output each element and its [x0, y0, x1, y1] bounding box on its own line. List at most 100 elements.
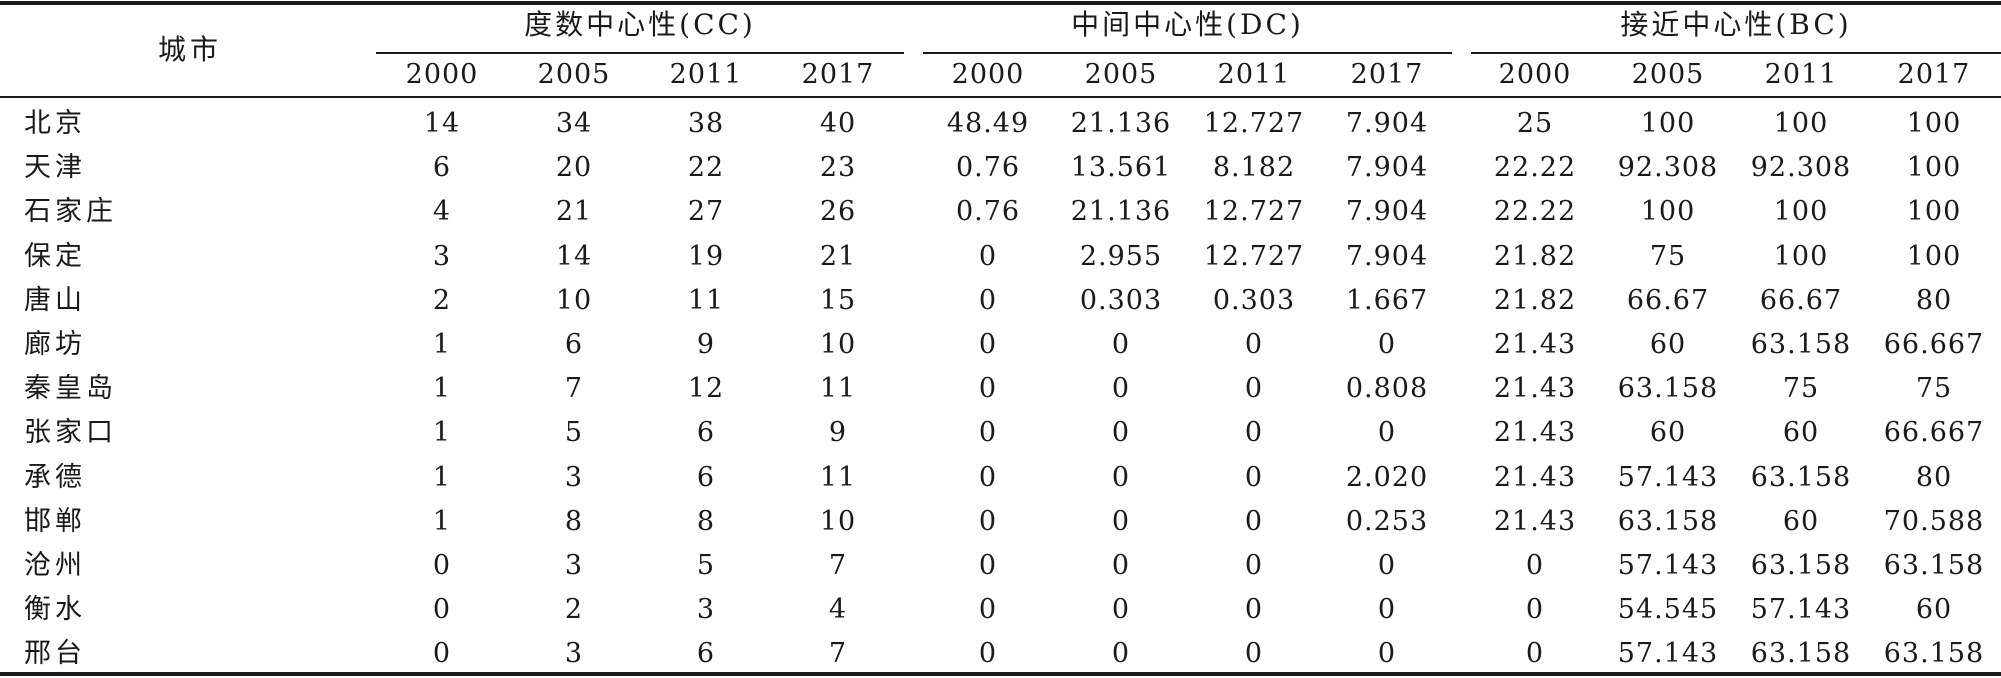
table-cell: 21.43: [1493, 329, 1577, 360]
table-cell: 1: [432, 329, 452, 360]
year-header: 2000: [1498, 59, 1572, 90]
row-city: 廊坊: [24, 329, 86, 360]
table-cell: 7.904: [1345, 152, 1429, 183]
table-cell: 40: [819, 108, 857, 139]
table-cell: 14: [423, 108, 461, 139]
table-cell: 0: [978, 241, 998, 272]
group-header-dc: 中间中心性(DC): [1071, 8, 1304, 41]
table-cell: 60: [1782, 506, 1820, 537]
table-cell: 10: [819, 506, 857, 537]
table-cell: 0: [978, 638, 998, 669]
table-cell: 8: [564, 506, 584, 537]
table-cell: 66.67: [1626, 285, 1710, 316]
table-cell: 2.020: [1345, 462, 1429, 493]
table-cell: 0.808: [1345, 373, 1429, 404]
table-cell: 75: [1782, 373, 1820, 404]
table-cell: 5: [564, 417, 584, 448]
table-cell: 0.253: [1345, 506, 1429, 537]
table-cell: 11: [819, 462, 857, 493]
table-cell: 2: [564, 594, 584, 625]
table-cell: 66.67: [1759, 285, 1843, 316]
table-cell: 70.588: [1883, 506, 1985, 537]
table-cell: 57.143: [1617, 638, 1719, 669]
table-cell: 7: [564, 373, 584, 404]
table-cell: 0: [1377, 417, 1397, 448]
table-cell: 63.158: [1750, 638, 1852, 669]
table-cell: 21.43: [1493, 506, 1577, 537]
table-cell: 92.308: [1617, 152, 1719, 183]
table-cell: 63.158: [1883, 638, 1985, 669]
table-cell: 2: [432, 285, 452, 316]
table-cell: 0: [978, 506, 998, 537]
table-cell: 0: [1111, 462, 1131, 493]
table-cell: 0: [1111, 638, 1131, 669]
table-top-rule: [0, 1, 2001, 5]
table-cell: 0: [978, 462, 998, 493]
table-cell: 0: [978, 285, 998, 316]
table-cell: 0: [978, 329, 998, 360]
table-cell: 4: [828, 594, 848, 625]
row-city: 北京: [24, 108, 86, 139]
table-cell: 0: [1244, 417, 1264, 448]
row-city: 天津: [24, 152, 86, 183]
table-cell: 34: [555, 108, 593, 139]
year-header: 2011: [1217, 59, 1291, 90]
table-cell: 0: [978, 550, 998, 581]
table-cell: 22.22: [1493, 196, 1577, 227]
year-header: 2017: [1350, 59, 1424, 90]
table-cell: 0: [1525, 638, 1545, 669]
table-cell: 11: [687, 285, 725, 316]
table-cell: 23: [819, 152, 857, 183]
year-header: 2005: [537, 59, 611, 90]
row-city: 邢台: [24, 638, 86, 669]
row-city: 承德: [24, 462, 86, 493]
table-cell: 8.182: [1212, 152, 1296, 183]
table-cell: 0: [1377, 638, 1397, 669]
row-city: 沧州: [24, 550, 86, 581]
table-cell: 1: [432, 462, 452, 493]
table-cell: 20: [555, 152, 593, 183]
table-cell: 0: [1244, 373, 1264, 404]
table-cell: 57.143: [1617, 462, 1719, 493]
table-cell: 0: [432, 638, 452, 669]
table-cell: 6: [564, 329, 584, 360]
table-cell: 21: [555, 196, 593, 227]
table-cell: 60: [1915, 594, 1953, 625]
table-cell: 12.727: [1203, 196, 1305, 227]
table-cell: 63.158: [1750, 462, 1852, 493]
table-cell: 22.22: [1493, 152, 1577, 183]
table-cell: 0: [1111, 506, 1131, 537]
table-cell: 63.158: [1750, 329, 1852, 360]
table-cell: 0: [432, 594, 452, 625]
table-cell: 26: [819, 196, 857, 227]
table-cell: 6: [696, 638, 716, 669]
table-cell: 3: [564, 462, 584, 493]
table-cell: 0.303: [1212, 285, 1296, 316]
table-cell: 25: [1516, 108, 1554, 139]
table-cell: 100: [1906, 241, 1962, 272]
table-cell: 0: [978, 373, 998, 404]
table-cell: 3: [696, 594, 716, 625]
table-cell: 48.49: [946, 108, 1030, 139]
table-cell: 0: [1111, 550, 1131, 581]
table-cell: 0: [1244, 638, 1264, 669]
table-cell: 100: [1906, 196, 1962, 227]
table-cell: 21.82: [1493, 241, 1577, 272]
table-cell: 0: [1111, 594, 1131, 625]
table-cell: 0: [1525, 550, 1545, 581]
table-cell: 75: [1649, 241, 1687, 272]
city-column-header: 城市: [157, 33, 222, 66]
table-cell: 1.667: [1345, 285, 1429, 316]
table-cell: 21.43: [1493, 373, 1577, 404]
table-cell: 10: [555, 285, 593, 316]
year-header: 2011: [1764, 59, 1838, 90]
table-cell: 2.955: [1079, 241, 1163, 272]
table-cell: 1: [432, 417, 452, 448]
year-header: 2011: [669, 59, 743, 90]
table-cell: 75: [1915, 373, 1953, 404]
table-cell: 8: [696, 506, 716, 537]
table-cell: 7.904: [1345, 196, 1429, 227]
table-cell: 21.136: [1070, 108, 1172, 139]
table-cell: 5: [696, 550, 716, 581]
